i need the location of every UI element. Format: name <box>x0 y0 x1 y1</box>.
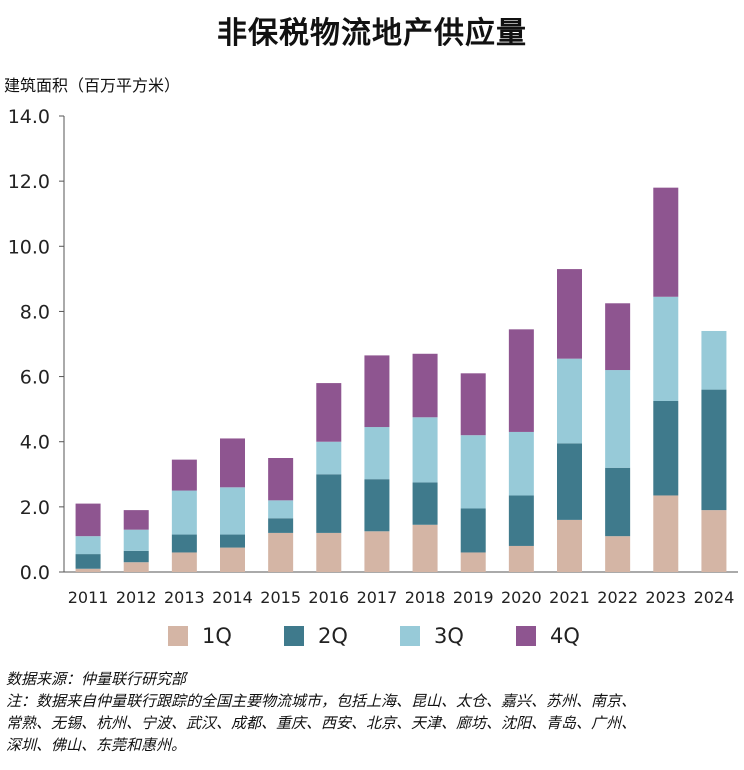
x-tick-label: 2017 <box>357 588 398 607</box>
y-tick-label: 10.0 <box>8 236 50 258</box>
bar-segment-4q-2013 <box>171 459 197 491</box>
bar-segment-2q-2017 <box>364 479 390 532</box>
bar-segment-4q-2012 <box>123 510 149 530</box>
bar-segment-1q-2015 <box>268 532 294 572</box>
legend-item-2q: 2Q <box>284 624 348 648</box>
bar-segment-4q-2022 <box>605 303 631 371</box>
bar-segment-3q-2017 <box>364 427 390 480</box>
x-tick-label: 2021 <box>549 588 590 607</box>
bar-segment-1q-2022 <box>605 536 631 572</box>
bar-segment-2q-2019 <box>460 508 486 553</box>
bar-segment-4q-2011 <box>75 503 101 537</box>
bar-segment-1q-2013 <box>171 552 197 572</box>
bar-segment-1q-2018 <box>412 524 438 572</box>
bar-segment-2q-2024 <box>701 389 727 511</box>
y-tick-label: 8.0 <box>20 301 50 323</box>
legend-swatch-3q <box>400 626 420 646</box>
x-tick-label: 2024 <box>694 588 735 607</box>
y-tick-label: 0.0 <box>20 562 50 584</box>
y-tick-label: 6.0 <box>20 367 50 389</box>
bar-segment-2q-2011 <box>75 554 101 569</box>
bar-segment-2q-2022 <box>605 467 631 537</box>
legend-label-4q: 4Q <box>550 624 580 648</box>
bar-segment-4q-2021 <box>557 269 582 359</box>
bar-chart: 0.0 2.0 4.0 6.0 8.0 10.0 12.0 14.0 2011 2012 2013 2… <box>8 106 738 607</box>
bar-segment-3q-2021 <box>557 358 582 444</box>
x-tick-label: 2018 <box>405 588 446 607</box>
legend-label-2q: 2Q <box>318 624 348 648</box>
bar-segment-1q-2020 <box>508 545 534 572</box>
legend-swatch-1q <box>168 626 188 646</box>
x-tick-label: 2014 <box>212 588 253 607</box>
bar-segment-3q-2018 <box>412 417 438 483</box>
y-tick-label: 2.0 <box>20 497 50 519</box>
legend-item-3q: 3Q <box>400 624 464 648</box>
bar-segment-3q-2013 <box>171 490 197 535</box>
bar-segment-1q-2021 <box>557 519 582 572</box>
x-tick-label: 2022 <box>597 588 638 607</box>
bar-segment-3q-2023 <box>653 296 679 401</box>
bar-segment-3q-2012 <box>123 529 149 551</box>
x-tick-label: 2015 <box>260 588 301 607</box>
legend-item-1q: 1Q <box>168 624 232 648</box>
source-note: 数据来源：仲量联行研究部 <box>6 670 187 688</box>
bar-segment-4q-2017 <box>364 355 390 428</box>
bar-segment-4q-2020 <box>508 329 534 432</box>
note-line: 常熟、无锡、杭州、宁波、武汉、成都、重庆、西安、北京、天津、廊坊、沈阳、青岛、广… <box>6 714 637 732</box>
bar-segment-3q-2019 <box>460 435 486 509</box>
bar-segment-4q-2015 <box>268 458 294 501</box>
bar-segment-3q-2014 <box>220 487 245 535</box>
legend-label-3q: 3Q <box>434 624 464 648</box>
x-tick-label: 2023 <box>645 588 686 607</box>
bar-segment-4q-2016 <box>316 383 342 442</box>
bar-segment-4q-2014 <box>220 438 245 488</box>
legend: 1Q 2Q 3Q 4Q <box>0 624 744 656</box>
legend-swatch-4q <box>516 626 536 646</box>
bar-segment-2q-2016 <box>316 474 342 533</box>
x-tick-label: 2012 <box>116 588 157 607</box>
bar-segment-2q-2014 <box>220 534 245 548</box>
bar-segment-1q-2011 <box>75 568 101 572</box>
bar-segment-4q-2018 <box>412 353 438 418</box>
bar-segment-2q-2021 <box>557 443 582 520</box>
note-line: 注：数据来自仲量联行跟踪的全国主要物流城市，包括上海、昆山、太仓、嘉兴、苏州、南… <box>6 692 637 710</box>
bar-segment-1q-2024 <box>701 510 727 572</box>
bar-segment-3q-2016 <box>316 441 342 475</box>
bar-segment-4q-2019 <box>460 373 486 436</box>
bar-segment-1q-2019 <box>460 552 486 572</box>
legend-item-4q: 4Q <box>516 624 580 648</box>
y-tick-label: 12.0 <box>8 171 50 193</box>
footnote: 数据来源：仲量联行研究部 注：数据来自仲量联行跟踪的全国主要物流城市，包括上海、… <box>6 668 736 756</box>
bar-segment-3q-2022 <box>605 370 631 468</box>
bar-segment-2q-2013 <box>171 534 197 553</box>
x-tick-label: 2020 <box>501 588 542 607</box>
bar-segment-3q-2024 <box>701 330 727 390</box>
note-line: 深圳、佛山、东莞和惠州。 <box>6 736 187 754</box>
bar-segment-1q-2023 <box>653 495 679 572</box>
bar-segment-3q-2020 <box>508 431 534 496</box>
bar-segment-2q-2012 <box>123 550 149 563</box>
y-tick-label: 4.0 <box>20 432 50 454</box>
bar-segment-2q-2015 <box>268 518 294 533</box>
x-tick-label: 2011 <box>68 588 109 607</box>
bar-segment-1q-2016 <box>316 532 342 572</box>
x-tick-label: 2013 <box>164 588 205 607</box>
bar-segment-3q-2011 <box>75 536 101 555</box>
bar-segment-4q-2023 <box>653 187 679 297</box>
bar-segment-1q-2017 <box>364 531 390 572</box>
x-tick-label: 2019 <box>453 588 494 607</box>
bar-segment-1q-2012 <box>123 562 149 572</box>
bar-segment-2q-2023 <box>653 401 679 496</box>
bar-segment-3q-2015 <box>268 500 294 519</box>
bar-segment-2q-2020 <box>508 495 534 546</box>
bar-segment-1q-2014 <box>220 547 245 572</box>
y-tick-label: 14.0 <box>8 106 50 128</box>
y-axis-label: 建筑面积（百万平方米） <box>4 76 181 95</box>
chart-title: 非保税物流地产供应量 <box>217 16 527 51</box>
legend-label-1q: 1Q <box>202 624 232 648</box>
x-tick-label: 2016 <box>308 588 349 607</box>
bar-segment-2q-2018 <box>412 482 438 525</box>
legend-swatch-2q <box>284 626 304 646</box>
